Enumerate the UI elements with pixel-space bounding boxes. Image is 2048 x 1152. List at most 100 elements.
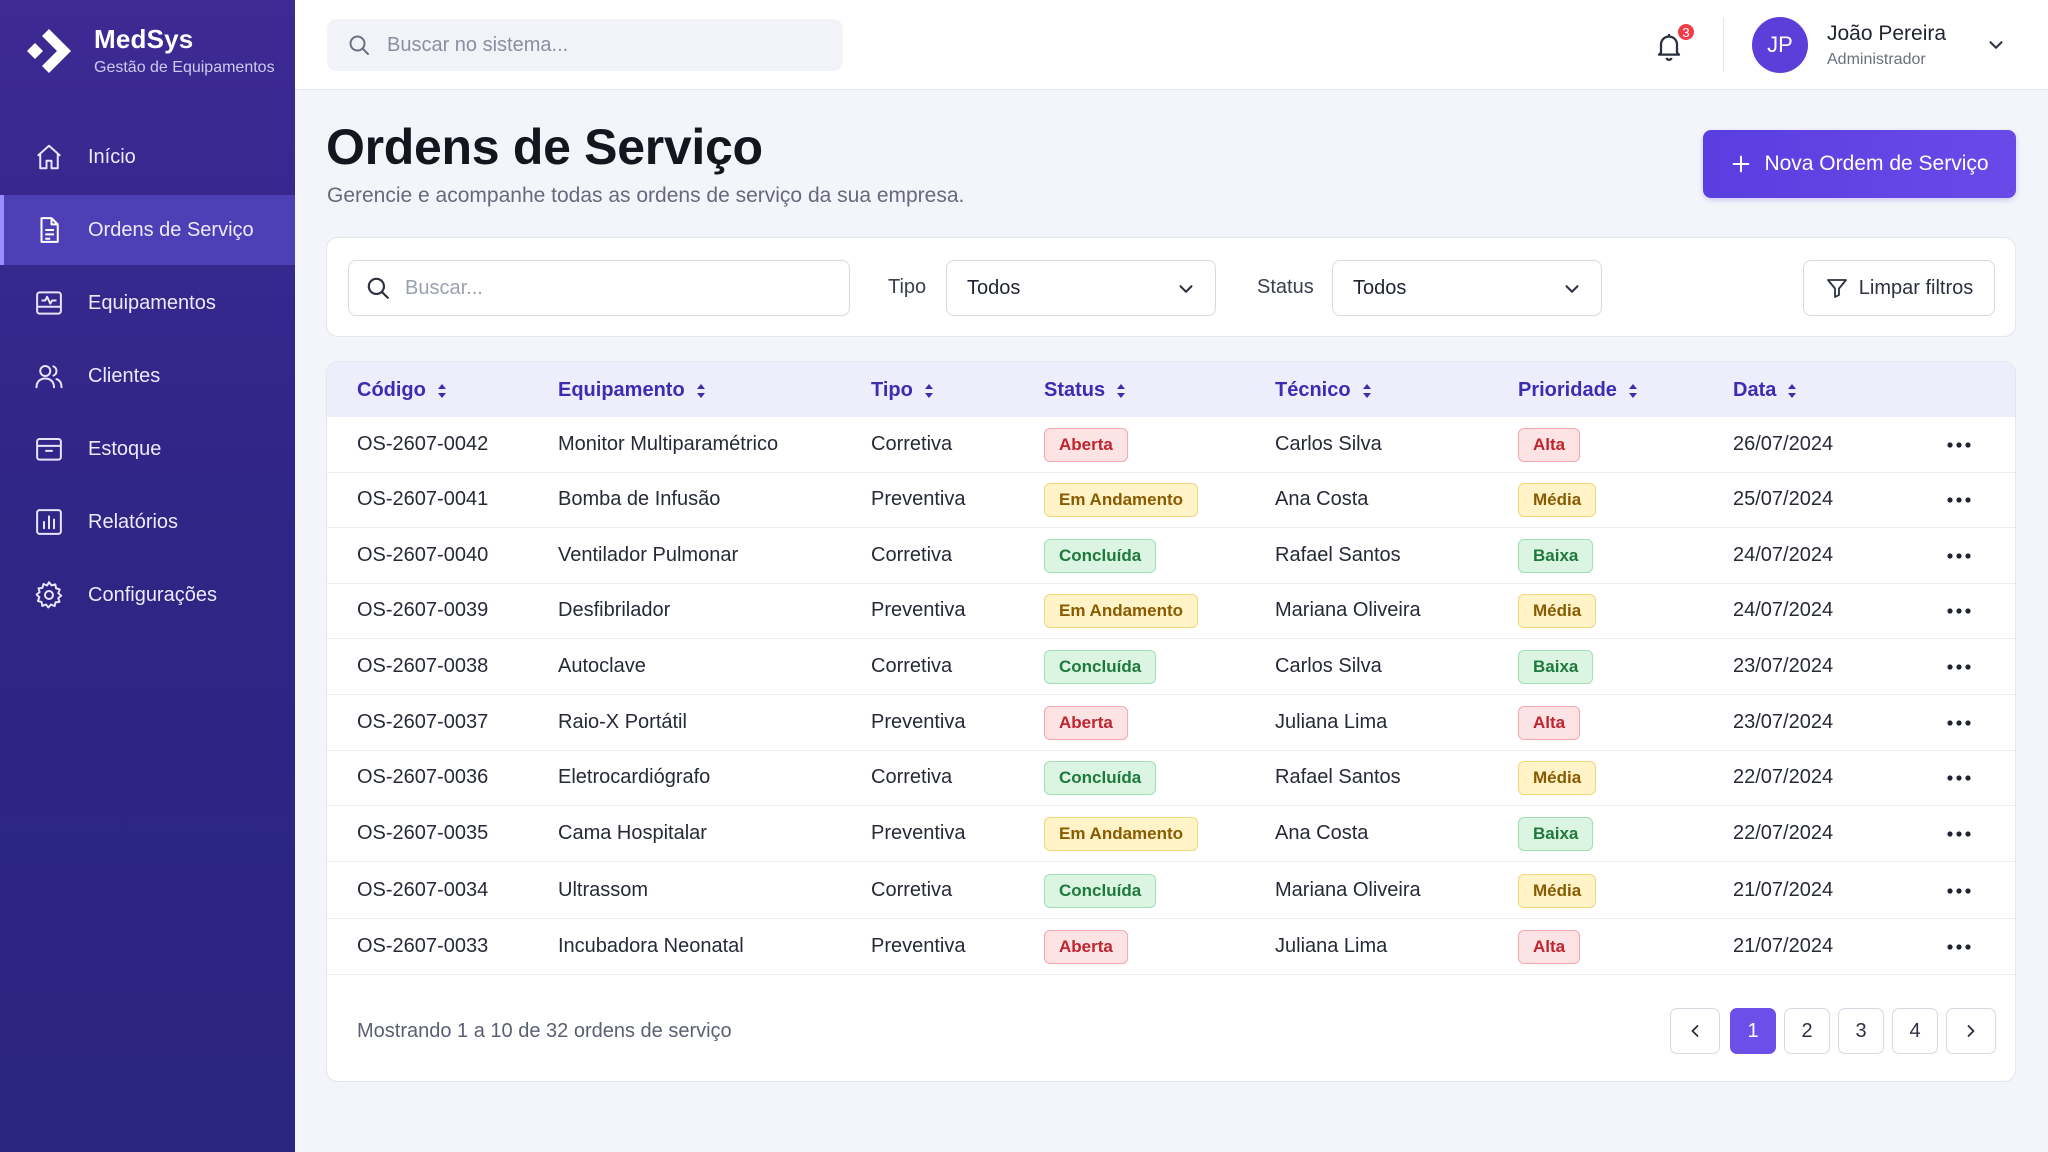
status-badge: Em Andamento bbox=[1044, 594, 1199, 628]
status-badge: Concluída bbox=[1044, 874, 1157, 908]
cell-tecnico: Mariana Oliveira bbox=[1275, 879, 1421, 901]
sort-icon bbox=[1788, 383, 1797, 398]
cell-equipamento: Eletrocardiógrafo bbox=[558, 766, 711, 788]
gear-icon bbox=[34, 580, 64, 610]
column-header-prioridade[interactable]: Prioridade bbox=[1518, 379, 1639, 402]
cell-data: 26/07/2024 bbox=[1733, 433, 1834, 455]
sort-icon bbox=[1362, 383, 1371, 398]
sidebar-item-equipamentos[interactable]: Equipamentos bbox=[0, 268, 295, 338]
global-search-input[interactable] bbox=[387, 33, 807, 57]
column-header-tecnico[interactable]: Técnico bbox=[1275, 379, 1373, 402]
table-search-input[interactable] bbox=[405, 276, 825, 300]
table-row[interactable]: OS-2607-0034 Ultrassom Corretiva Concluída M… bbox=[327, 863, 2015, 919]
clear-filters-button[interactable]: Limpar filtros bbox=[1803, 260, 1995, 316]
cell-data: 25/07/2024 bbox=[1733, 488, 1834, 510]
priority-badge: Alta bbox=[1518, 428, 1581, 462]
sidebar-item-clientes[interactable]: Clientes bbox=[0, 341, 295, 411]
global-search[interactable] bbox=[327, 19, 843, 71]
tipo-filter-select[interactable]: Todos bbox=[946, 260, 1216, 316]
more-actions-icon[interactable] bbox=[1945, 711, 1973, 735]
cell-codigo: OS-2607-0039 bbox=[357, 599, 489, 621]
cell-equipamento: Cama Hospitalar bbox=[558, 822, 707, 844]
table-header: Código Equipamento Tipo Status Técnico P… bbox=[327, 362, 2015, 417]
table-row[interactable]: OS-2607-0033 Incubadora Neonatal Preventiv… bbox=[327, 919, 2015, 975]
more-actions-icon[interactable] bbox=[1945, 879, 1973, 903]
avatar[interactable]: JP bbox=[1752, 17, 1808, 73]
bell-icon[interactable] bbox=[1653, 30, 1685, 62]
sidebar-item-inicio[interactable]: Início bbox=[0, 122, 295, 192]
cell-codigo: OS-2607-0040 bbox=[357, 544, 489, 566]
pagination-next-button[interactable] bbox=[1946, 1008, 1996, 1054]
column-header-data[interactable]: Data bbox=[1733, 379, 1798, 402]
service-orders-table: Código Equipamento Tipo Status Técnico P… bbox=[326, 361, 2016, 1082]
sort-icon bbox=[1117, 383, 1126, 398]
status-filter-select[interactable]: Todos bbox=[1332, 260, 1602, 316]
more-actions-icon[interactable] bbox=[1945, 822, 1973, 846]
column-header-label: Técnico bbox=[1275, 379, 1351, 401]
sidebar-item-ordens[interactable]: Ordens de Serviço bbox=[0, 195, 295, 265]
table-search[interactable] bbox=[348, 260, 850, 316]
cell-data: 23/07/2024 bbox=[1733, 711, 1834, 733]
new-service-order-button[interactable]: Nova Ordem de Serviço bbox=[1703, 130, 2016, 198]
table-row[interactable]: OS-2607-0036 Eletrocardiógrafo Corretiva Co… bbox=[327, 750, 2015, 806]
more-actions-icon[interactable] bbox=[1945, 488, 1973, 512]
more-actions-icon[interactable] bbox=[1945, 433, 1973, 457]
pagination-page-2[interactable]: 2 bbox=[1784, 1008, 1830, 1054]
cell-data: 22/07/2024 bbox=[1733, 766, 1834, 788]
cell-tipo: Corretiva bbox=[871, 433, 953, 455]
table-row[interactable]: OS-2607-0039 Desfibrilador Preventiva Em An… bbox=[327, 583, 2015, 639]
more-actions-icon[interactable] bbox=[1945, 599, 1973, 623]
column-header-status[interactable]: Status bbox=[1044, 379, 1127, 402]
sidebar-item-configuracoes[interactable]: Configurações bbox=[0, 560, 295, 630]
cell-equipamento: Bomba de Infusão bbox=[558, 488, 721, 510]
sort-icon bbox=[696, 383, 705, 398]
more-actions-icon[interactable] bbox=[1945, 935, 1973, 959]
pagination-page-1[interactable]: 1 bbox=[1730, 1008, 1776, 1054]
monitor-icon bbox=[34, 288, 64, 318]
table-row[interactable]: OS-2607-0042 Monitor Multiparamétrico Corr… bbox=[327, 417, 2015, 473]
priority-badge: Média bbox=[1518, 761, 1597, 795]
column-header-codigo[interactable]: Código bbox=[357, 379, 448, 402]
sidebar: MedSys Gestão de Equipamentos Início Ord… bbox=[0, 0, 295, 1152]
column-header-label: Prioridade bbox=[1518, 379, 1617, 401]
users-icon bbox=[34, 361, 64, 391]
cell-tipo: Preventiva bbox=[871, 488, 966, 510]
cell-tecnico: Mariana Oliveira bbox=[1275, 599, 1421, 621]
more-actions-icon[interactable] bbox=[1945, 766, 1973, 790]
table-row[interactable]: OS-2607-0038 Autoclave Corretiva Concluída C… bbox=[327, 639, 2015, 695]
sidebar-item-estoque[interactable]: Estoque bbox=[0, 414, 295, 484]
clear-filters-label: Limpar filtros bbox=[1858, 276, 1974, 299]
table-row[interactable]: OS-2607-0037 Raio-X Portátil Preventiva Abe… bbox=[327, 695, 2015, 751]
brand-name: MedSys bbox=[94, 24, 194, 54]
cell-equipamento: Raio-X Portátil bbox=[558, 711, 687, 733]
brand[interactable]: MedSys Gestão de Equipamentos bbox=[24, 24, 275, 77]
cell-data: 21/07/2024 bbox=[1733, 879, 1834, 901]
cell-tecnico: Ana Costa bbox=[1275, 488, 1369, 510]
more-actions-icon[interactable] bbox=[1945, 544, 1973, 568]
table-row[interactable]: OS-2607-0035 Cama Hospitalar Preventiva Em … bbox=[327, 806, 2015, 862]
cell-tecnico: Juliana Lima bbox=[1275, 935, 1388, 957]
cell-tecnico: Carlos Silva bbox=[1275, 655, 1382, 677]
sort-icon bbox=[437, 383, 446, 398]
chevron-down-icon[interactable] bbox=[1985, 34, 2007, 56]
priority-badge: Alta bbox=[1518, 706, 1581, 740]
table-row[interactable]: OS-2607-0040 Ventilador Pulmonar Corretiva… bbox=[327, 528, 2015, 584]
sidebar-item-relatorios[interactable]: Relatórios bbox=[0, 487, 295, 557]
status-badge: Em Andamento bbox=[1044, 483, 1199, 517]
pagination-page-3[interactable]: 3 bbox=[1838, 1008, 1884, 1054]
cell-tecnico: Rafael Santos bbox=[1275, 766, 1401, 788]
sidebar-item-label: Ordens de Serviço bbox=[88, 218, 254, 241]
table-row[interactable]: OS-2607-0041 Bomba de Infusão Preventiva Em… bbox=[327, 472, 2015, 528]
more-actions-icon[interactable] bbox=[1945, 655, 1973, 679]
brand-subtitle: Gestão de Equipamentos bbox=[94, 59, 275, 76]
cell-codigo: OS-2607-0038 bbox=[357, 655, 489, 677]
priority-badge: Baixa bbox=[1518, 817, 1594, 851]
document-icon bbox=[34, 215, 64, 245]
column-header-equipamento[interactable]: Equipamento bbox=[558, 379, 707, 402]
pagination-page-4[interactable]: 4 bbox=[1892, 1008, 1938, 1054]
status-filter-value: Todos bbox=[1353, 276, 1407, 299]
pagination-prev-button[interactable] bbox=[1670, 1008, 1720, 1054]
page-subtitle: Gerencie e acompanhe todas as ordens de … bbox=[327, 184, 965, 207]
user-name[interactable]: João Pereira bbox=[1827, 22, 1947, 45]
column-header-tipo[interactable]: Tipo bbox=[871, 379, 935, 402]
